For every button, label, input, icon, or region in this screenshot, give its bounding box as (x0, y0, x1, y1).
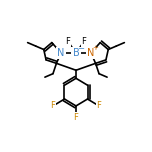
Text: F: F (82, 37, 86, 46)
Text: F: F (66, 37, 70, 46)
Text: −: − (77, 44, 84, 53)
Text: +: + (93, 45, 98, 51)
Text: N: N (57, 48, 65, 58)
Text: N: N (87, 48, 95, 58)
Text: B: B (73, 48, 79, 58)
Text: F: F (50, 101, 55, 111)
Text: F: F (74, 113, 78, 122)
Text: F: F (97, 101, 102, 111)
